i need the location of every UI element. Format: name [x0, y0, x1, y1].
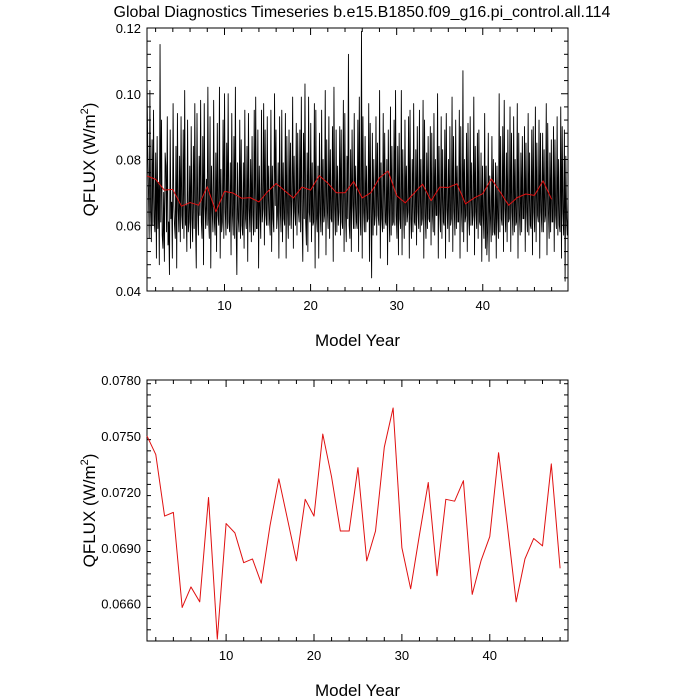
y-tick-label: 0.0780: [101, 373, 141, 388]
x-axis-label: Model Year: [315, 681, 400, 700]
top-panel: 0.04 0.06 0.08 0.10 0.12 10 20 30 40 Model Year QF…: [79, 21, 569, 350]
y-tick-label: 0.0690: [101, 541, 141, 556]
x-tick-label: 40: [483, 648, 497, 663]
y-tick-label: 0.0720: [101, 485, 141, 500]
chart-title: Global Diagnostics Timeseries b.e15.B185…: [114, 4, 611, 21]
y-tick-label: 0.12: [116, 21, 141, 36]
x-tick-label: 30: [389, 298, 403, 313]
y-tick-label: 0.0660: [101, 597, 141, 612]
x-tick-label: 30: [395, 648, 409, 663]
monthly-series-line: [146, 30, 569, 282]
annual-series-line: [146, 170, 553, 213]
bottom-panel: 0.0660 0.0690 0.0720 0.0750 0.0780 10 20 30 40 Mo…: [79, 373, 569, 700]
annual-series-line: [146, 407, 561, 640]
y-axis-label-main: QFLUX (W/m: [80, 114, 99, 216]
y-axis-label-superscript: 2: [79, 459, 91, 465]
y-axis-label-tail: ): [80, 103, 99, 109]
y-tick-label: 0.06: [116, 218, 141, 233]
x-tick-label: 10: [217, 298, 231, 313]
y-axis-label-tail: ): [80, 454, 99, 460]
y-tick-label: 0.08: [116, 153, 141, 168]
y-tick-label: 0.10: [116, 87, 141, 102]
x-axis-label: Model Year: [315, 331, 400, 350]
y-tick-label: 0.0750: [101, 429, 141, 444]
y-axis-label-main: QFLUX (W/m: [80, 465, 99, 567]
x-tick-label: 10: [219, 648, 233, 663]
x-tick-label: 40: [476, 298, 490, 313]
y-tick-label: 0.04: [116, 284, 141, 299]
plot-frame: [146, 379, 569, 642]
y-axis-label-superscript: 2: [79, 108, 91, 114]
y-axis-label: QFLUX (W/m2): [79, 103, 99, 217]
y-axis-label: QFLUX (W/m2): [79, 454, 99, 568]
x-tick-label: 20: [307, 648, 321, 663]
x-tick-label: 20: [303, 298, 317, 313]
